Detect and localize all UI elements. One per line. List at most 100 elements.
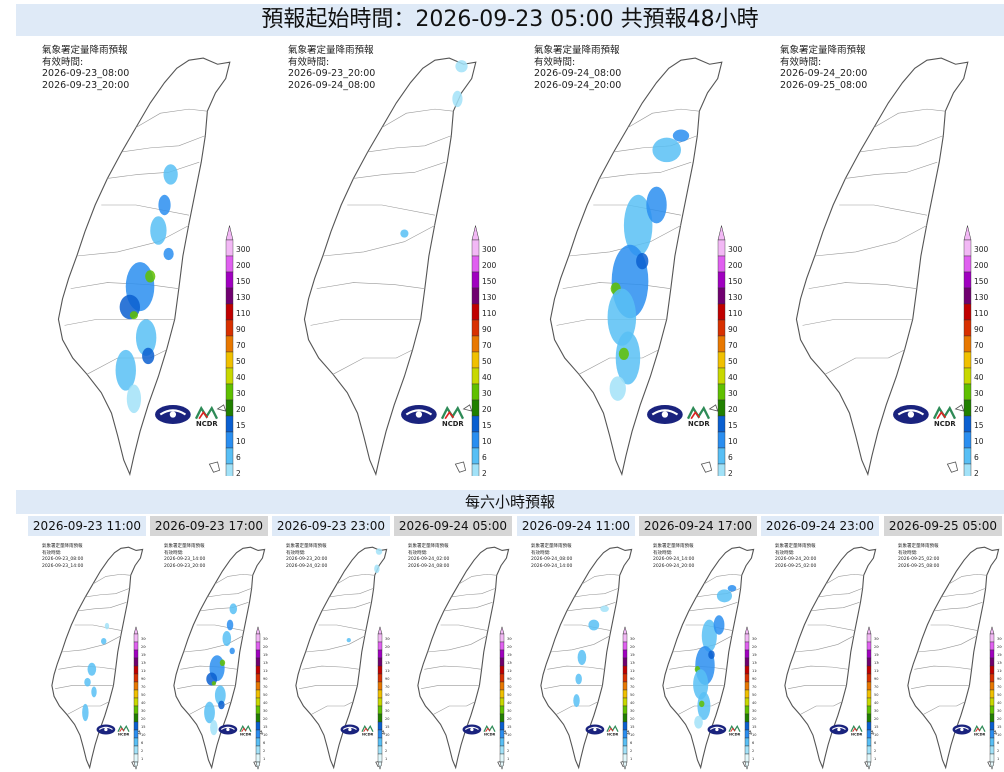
svg-text:300: 300 — [974, 245, 989, 254]
product-name: 氣象署定量降雨預報 — [534, 45, 620, 56]
taiwan-map — [784, 546, 877, 770]
svg-text:30: 30 — [997, 709, 1001, 713]
svg-text:50: 50 — [630, 693, 634, 697]
svg-text:50: 50 — [997, 693, 1001, 697]
svg-text:10: 10 — [385, 733, 389, 737]
svg-text:70: 70 — [236, 341, 246, 350]
svg-text:50: 50 — [263, 693, 267, 697]
svg-text:110: 110 — [752, 669, 757, 673]
valid-start: 2026-09-25_02:00 — [898, 557, 940, 562]
taiwan-map — [303, 57, 477, 476]
ncdr-logo-icon: NCDR — [850, 724, 863, 737]
svg-text:40: 40 — [236, 373, 246, 382]
svg-text:10: 10 — [141, 733, 145, 737]
svg-text:200: 200 — [974, 261, 989, 270]
svg-text:130: 130 — [236, 293, 251, 302]
svg-text:300: 300 — [482, 245, 497, 254]
valid-end: 2026-09-24_08:00 — [408, 563, 450, 569]
map-panel-6h-6: 300 200 150 130 110 90 70 50 40 30 20 15 10 6 2 1 NCDR 氣象… — [639, 538, 757, 770]
svg-text:50: 50 — [728, 357, 738, 366]
taiwan-map — [57, 57, 231, 476]
svg-text:2: 2 — [630, 749, 632, 753]
six-hour-time-label: 2026-09-24 23:00 — [761, 516, 879, 536]
svg-text:130: 130 — [997, 661, 1002, 665]
product-name: 氣象署定量降雨預報 — [531, 544, 572, 549]
svg-text:30: 30 — [141, 709, 145, 713]
svg-text:50: 50 — [974, 357, 984, 366]
ncdr-logo-text: NCDR — [442, 420, 464, 428]
ncdr-logo-icon: NCDR — [117, 724, 130, 737]
svg-text:150: 150 — [728, 277, 743, 286]
svg-text:10: 10 — [630, 733, 634, 737]
svg-text:6: 6 — [997, 741, 999, 745]
svg-text:300: 300 — [874, 637, 879, 641]
svg-text:90: 90 — [385, 677, 389, 681]
svg-text:110: 110 — [385, 669, 390, 673]
colorbar-legend: 3002001501301109070504030201510621 — [133, 625, 146, 770]
ncdr-logo-icon: NCDR — [194, 405, 218, 428]
svg-text:6: 6 — [752, 741, 754, 745]
ncdr-logo-text: NCDR — [934, 420, 956, 428]
six-hour-time-label: 2026-09-23 11:00 — [28, 516, 146, 536]
svg-text:30: 30 — [630, 709, 634, 713]
valid-time-label: 有效時間: — [42, 56, 84, 68]
colorbar-legend: 3002001501301109070504030201510621 — [866, 625, 879, 770]
svg-text:200: 200 — [630, 645, 635, 649]
valid-end: 2026-09-23_20:00 — [42, 79, 130, 91]
agency-logos: NCDR — [218, 724, 252, 737]
svg-text:300: 300 — [507, 637, 512, 641]
valid-start: 2026-09-23_20:00 — [288, 68, 376, 79]
svg-text:15: 15 — [997, 725, 1001, 729]
svg-text:30: 30 — [752, 709, 756, 713]
panel-header: 氣象署定量降雨預報 有效時間: 2026-09-24_08:00 2026-09-24… — [534, 45, 621, 91]
cwa-logo-icon — [647, 405, 683, 424]
svg-text:30: 30 — [385, 709, 389, 713]
colorbar-legend: 3002001501301109070504030201510621 — [717, 225, 743, 476]
svg-text:200: 200 — [263, 645, 268, 649]
svg-text:150: 150 — [752, 653, 757, 657]
svg-text:1: 1 — [752, 757, 754, 761]
product-name: 氣象署定量降雨預報 — [42, 45, 128, 56]
cwa-logo-icon — [893, 405, 929, 424]
agency-logos: NCDR — [952, 724, 986, 737]
svg-text:2: 2 — [236, 469, 241, 476]
svg-text:300: 300 — [141, 637, 146, 641]
product-name: 氣象署定量降雨預報 — [653, 544, 694, 549]
taiwan-map — [417, 546, 510, 770]
panel-header: 氣象署定量降雨預報 有效時間: 2026-09-24_02:00 2026-09-24… — [408, 544, 449, 570]
valid-time-label: 有效時間: — [653, 550, 673, 556]
svg-text:40: 40 — [385, 701, 389, 705]
svg-text:300: 300 — [263, 637, 268, 641]
valid-end: 2026-09-24_14:00 — [531, 563, 573, 569]
agency-logos: NCDR — [401, 405, 464, 428]
svg-text:40: 40 — [263, 701, 267, 705]
svg-text:70: 70 — [997, 685, 1001, 689]
svg-text:150: 150 — [630, 653, 635, 657]
svg-text:150: 150 — [385, 653, 390, 657]
ncdr-logo-icon: NCDR — [606, 724, 619, 737]
agency-logos: NCDR — [462, 724, 496, 737]
svg-text:40: 40 — [728, 373, 738, 382]
cwa-logo-icon — [340, 724, 360, 735]
map-panel-6h-7: 300 200 150 130 110 90 70 50 40 30 20 15 10 6 2 1 NCDR 氣象… — [761, 538, 879, 770]
ncdr-logo-text: NCDR — [607, 733, 619, 737]
svg-text:20: 20 — [974, 405, 984, 414]
svg-text:200: 200 — [141, 645, 146, 649]
svg-text:70: 70 — [141, 685, 145, 689]
forecast-start-title: 預報起始時間：2026-09-23 05:00 共預報48小時 — [16, 4, 1004, 36]
colorbar-legend: 3002001501301109070504030201510621 — [255, 625, 268, 770]
map-panel-6h-8: 300 200 150 130 110 90 70 50 40 30 20 15 10 6 2 1 NCDR 氣象… — [884, 538, 1002, 770]
valid-time-label: 有效時間: — [534, 56, 576, 68]
svg-text:70: 70 — [974, 341, 984, 350]
valid-time-label: 有效時間: — [42, 550, 62, 556]
svg-text:40: 40 — [874, 701, 878, 705]
svg-text:2: 2 — [141, 749, 143, 753]
product-name: 氣象署定量降雨預報 — [286, 544, 327, 549]
svg-text:70: 70 — [507, 685, 511, 689]
agency-logos: NCDR — [893, 405, 956, 428]
valid-start: 2026-09-24_08:00 — [534, 68, 622, 79]
svg-text:2: 2 — [874, 749, 876, 753]
svg-text:6: 6 — [507, 741, 509, 745]
svg-text:130: 130 — [507, 661, 512, 665]
product-name: 氣象署定量降雨預報 — [288, 45, 374, 56]
